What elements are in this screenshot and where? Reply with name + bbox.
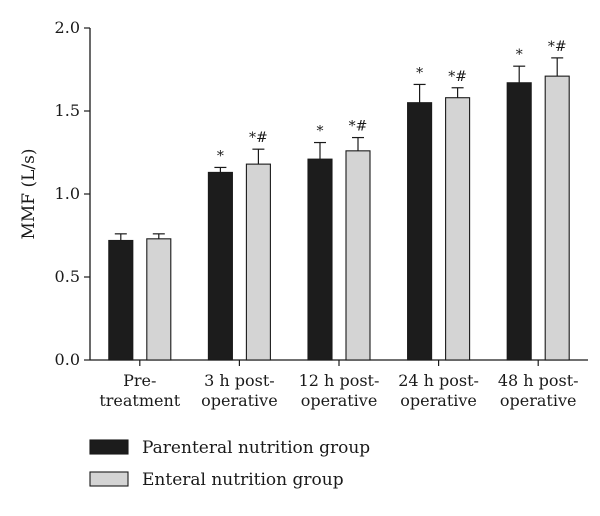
significance-mark: *# — [349, 119, 368, 135]
significance-mark: * — [317, 124, 324, 140]
bar — [445, 97, 471, 361]
legend-swatch — [89, 471, 129, 487]
bar — [108, 239, 134, 361]
bar — [146, 238, 172, 361]
bars: * *# * *# * *# * *# — [108, 39, 570, 361]
y-tick-label: 1.0 — [55, 184, 80, 203]
legend-label: Parenteral nutrition group — [142, 438, 370, 458]
x-tick-label: Pre- — [123, 371, 156, 390]
y-axis: 0.0 0.5 1.0 1.5 2.0 — [55, 18, 91, 369]
bar — [245, 163, 271, 361]
y-tick-label: 0.0 — [55, 350, 80, 369]
significance-mark: *# — [249, 130, 268, 146]
significance-mark: *# — [448, 69, 467, 85]
x-tick-label: treatment — [99, 391, 180, 410]
y-tick-label: 2.0 — [55, 18, 80, 37]
y-tick-label: 0.5 — [55, 267, 80, 286]
bar — [207, 171, 233, 361]
bar — [544, 75, 570, 361]
bar — [407, 102, 433, 361]
x-tick-label: operative — [301, 391, 378, 410]
bar — [307, 158, 333, 361]
significance-mark: * — [516, 47, 523, 63]
significance-mark: *# — [548, 39, 567, 55]
x-tick-label: 48 h post- — [498, 371, 579, 390]
x-tick-label: 24 h post- — [398, 371, 479, 390]
legend: Parenteral nutrition group Enteral nutrit… — [89, 438, 370, 490]
y-tick-label: 1.5 — [55, 101, 80, 120]
y-axis-title: MMF (L/s) — [19, 148, 39, 239]
x-tick-label: operative — [201, 391, 278, 410]
x-tick-label: 12 h post- — [299, 371, 380, 390]
x-tick-label: operative — [500, 391, 577, 410]
legend-swatch — [89, 439, 129, 455]
bar — [506, 82, 532, 361]
x-tick-label: operative — [400, 391, 477, 410]
x-tick-label: 3 h post- — [204, 371, 275, 390]
significance-mark: * — [416, 65, 423, 81]
significance-mark: * — [217, 148, 224, 164]
legend-label: Enteral nutrition group — [142, 470, 344, 490]
bar — [345, 150, 371, 361]
